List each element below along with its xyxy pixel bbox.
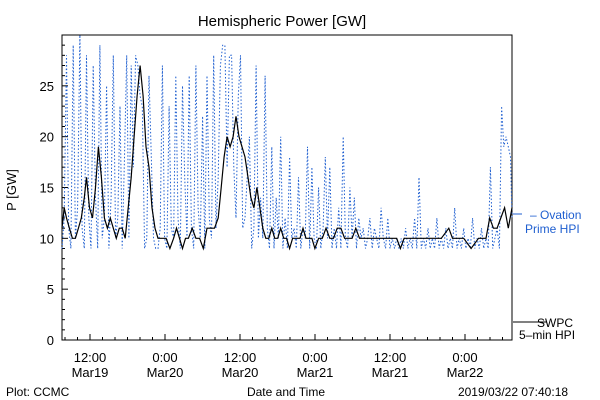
series-line-1 [61, 34, 513, 249]
x-tick-sublabel-1: Mar20 [147, 365, 184, 380]
x-tick-sublabel-2: Mar20 [222, 365, 259, 380]
series-swpc [61, 65, 513, 251]
plot-area [61, 34, 513, 341]
legend: – Ovation Prime HPI SWPC 5–min HPI [513, 208, 581, 342]
y-tick-label-3: 15 [40, 181, 54, 196]
x-tick-label-4: 12:00 [374, 350, 407, 365]
chart-title: Hemispheric Power [GW] [198, 13, 366, 30]
footer-timestamp: 2019/03/22 07:40:18 [458, 385, 568, 399]
y-axis-label: P [GW] [4, 169, 19, 211]
y-tick-label-2: 10 [40, 231, 54, 246]
legend-swpc-label-line2: 5–min HPI [519, 328, 575, 342]
x-tick-sublabel-3: Mar21 [297, 365, 334, 380]
footer-xlabel: Date and Time [247, 385, 325, 399]
x-tick-label-0: 12:00 [74, 350, 107, 365]
x-tick-label-1: 0:00 [152, 350, 177, 365]
x-tick-sublabel-0: Mar19 [72, 365, 109, 380]
x-tick-sublabel-5: Mar22 [447, 365, 484, 380]
footer-plot-source: Plot: CCMC [6, 385, 70, 399]
x-tick-label-5: 0:00 [452, 350, 477, 365]
y-tick-label-4: 20 [40, 130, 54, 145]
legend-ovation-label-line2: Prime HPI [525, 222, 580, 236]
y-axis: 0 5 10 15 20 25 [40, 44, 68, 348]
legend-ovation-label: – Ovation [530, 208, 581, 222]
x-tick-label-2: 12:00 [224, 350, 257, 365]
x-axis: 12:00Mar190:00Mar2012:00Mar200:00Mar2112… [64, 334, 503, 380]
y-tick-label-5: 25 [40, 79, 54, 94]
x-tick-label-3: 0:00 [302, 350, 327, 365]
legend-swpc-label: SWPC [537, 316, 573, 330]
y-tick-label-0: 0 [47, 333, 54, 348]
y-tick-label-1: 5 [47, 282, 54, 297]
x-tick-sublabel-4: Mar21 [372, 365, 409, 380]
